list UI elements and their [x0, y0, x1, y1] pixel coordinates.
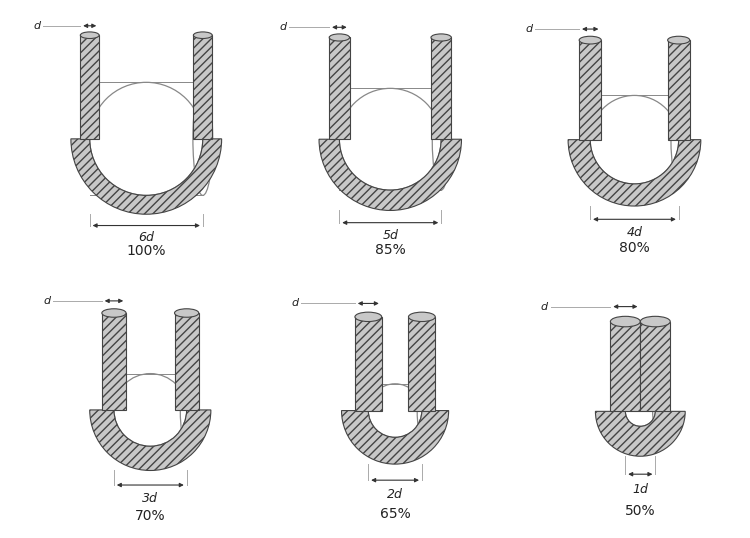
- Ellipse shape: [579, 36, 602, 44]
- Bar: [610, 322, 640, 412]
- Ellipse shape: [194, 32, 212, 39]
- Bar: [579, 40, 602, 140]
- Ellipse shape: [668, 36, 690, 44]
- Ellipse shape: [80, 32, 99, 39]
- Bar: [175, 313, 199, 410]
- Bar: [431, 38, 451, 139]
- Ellipse shape: [175, 309, 199, 317]
- Text: d: d: [44, 296, 51, 306]
- Wedge shape: [568, 140, 700, 206]
- Text: d: d: [279, 22, 286, 32]
- Text: 100%: 100%: [127, 244, 166, 258]
- Wedge shape: [90, 410, 211, 471]
- Ellipse shape: [409, 312, 435, 322]
- Ellipse shape: [102, 309, 126, 317]
- Text: d: d: [526, 24, 532, 34]
- Wedge shape: [596, 412, 686, 456]
- Bar: [355, 317, 382, 410]
- Ellipse shape: [355, 312, 382, 322]
- Text: 3d: 3d: [142, 492, 158, 505]
- Bar: [102, 313, 126, 410]
- Wedge shape: [71, 139, 222, 214]
- Text: 50%: 50%: [625, 504, 656, 518]
- Text: 80%: 80%: [619, 242, 650, 256]
- Text: 6d: 6d: [138, 231, 154, 244]
- Ellipse shape: [640, 316, 670, 327]
- Text: 5d: 5d: [382, 229, 398, 242]
- Text: 1d: 1d: [632, 483, 648, 496]
- Bar: [194, 35, 212, 139]
- Text: 4d: 4d: [626, 226, 643, 239]
- Text: 85%: 85%: [375, 243, 406, 257]
- Text: d: d: [541, 302, 548, 312]
- Bar: [640, 322, 670, 412]
- Ellipse shape: [329, 34, 350, 41]
- Text: d: d: [34, 21, 40, 31]
- Bar: [668, 40, 690, 140]
- Wedge shape: [341, 410, 448, 464]
- Text: 70%: 70%: [135, 509, 166, 523]
- Wedge shape: [319, 139, 461, 210]
- Bar: [409, 317, 435, 410]
- Bar: [80, 35, 99, 139]
- Text: 2d: 2d: [387, 488, 403, 501]
- Text: d: d: [292, 299, 298, 308]
- Text: 65%: 65%: [380, 507, 410, 521]
- Ellipse shape: [610, 316, 640, 327]
- Ellipse shape: [431, 34, 451, 41]
- Bar: [329, 38, 350, 139]
